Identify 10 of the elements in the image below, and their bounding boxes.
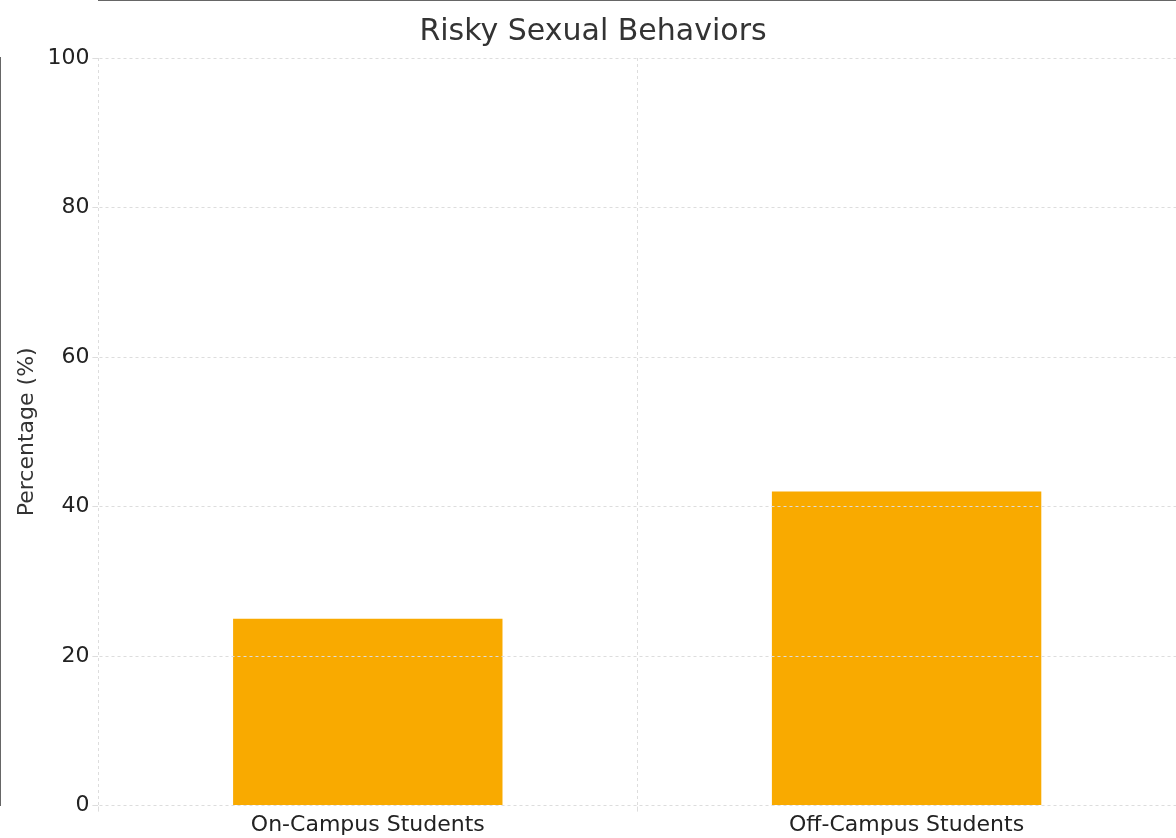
chart-title: Risky Sexual Behaviors [419,11,767,47]
y-axis-title: Percentage (%) [12,347,38,517]
y-tick-label: 60 [61,342,90,368]
x-tick-label: Off-Campus Students [789,810,1025,836]
y-tick-label: 100 [47,43,90,69]
y-tick-label: 20 [61,641,90,667]
y-tick-label: 0 [75,791,90,817]
y-tick-label: 80 [61,193,90,219]
x-tick-label: On-Campus Students [250,810,485,836]
y-tick-label: 40 [61,492,90,518]
